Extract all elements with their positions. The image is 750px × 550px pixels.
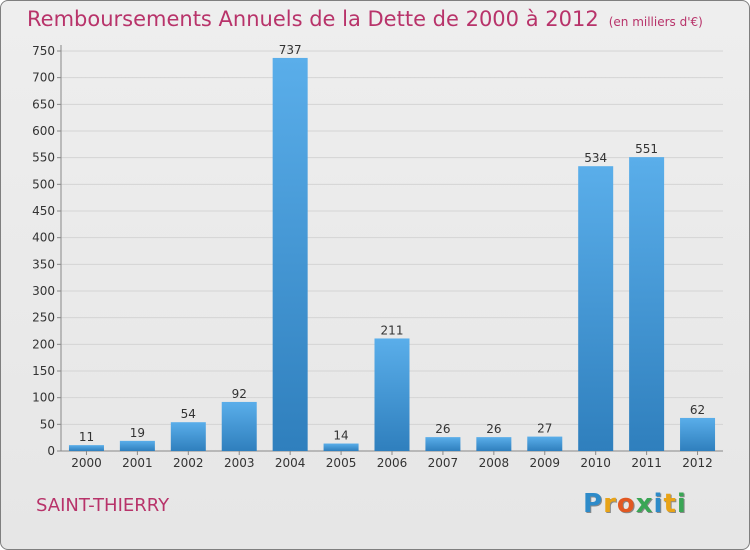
- labels: 2000 11 2001 19 2002 54 2003 92 2004 737 2005 14 200…: [71, 43, 713, 470]
- y-tick-label: 200: [32, 337, 55, 351]
- bar: [476, 437, 512, 451]
- x-tick-label: 2005: [326, 456, 357, 470]
- bar: [374, 338, 410, 451]
- bar: [170, 422, 206, 451]
- logo-letter: i: [676, 489, 687, 519]
- x-tick-label: 2011: [631, 456, 662, 470]
- logo-letter: x: [635, 489, 654, 519]
- x-tick-label: 2001: [122, 456, 153, 470]
- bar: [629, 157, 665, 451]
- bar-value-label: 211: [381, 323, 404, 337]
- y-tick-label: 0: [47, 444, 55, 458]
- bar-value-label: 92: [232, 387, 247, 401]
- bar-value-label: 534: [584, 151, 607, 165]
- logo-letter: i: [653, 489, 664, 519]
- y-tick-label: 600: [32, 124, 55, 138]
- y-tick-label: 550: [32, 151, 55, 165]
- x-tick-label: 2007: [428, 456, 459, 470]
- x-tick-label: 2003: [224, 456, 255, 470]
- bar-value-label: 26: [435, 422, 450, 436]
- title-unit: (en milliers d'€): [608, 15, 703, 29]
- chart-title: Remboursements Annuels de la Dette de 20…: [27, 7, 703, 31]
- y-tick-label: 350: [32, 257, 55, 271]
- bar: [272, 57, 308, 451]
- bar-value-label: 26: [486, 422, 501, 436]
- bars: [68, 57, 716, 451]
- bar: [119, 440, 155, 451]
- y-tick-label: 250: [32, 311, 55, 325]
- x-tick-label: 2002: [173, 456, 204, 470]
- proxiti-logo: Proxiti: [583, 489, 687, 519]
- title-text: Remboursements Annuels de la Dette de 20…: [27, 7, 599, 31]
- x-tick-label: 2012: [682, 456, 713, 470]
- x-tick-label: 2006: [377, 456, 408, 470]
- y-tick-label: 50: [40, 417, 55, 431]
- x-tick-label: 2004: [275, 456, 306, 470]
- y-tick-label: 400: [32, 231, 55, 245]
- x-tick-label: 2008: [479, 456, 510, 470]
- y-tick-label: 650: [32, 97, 55, 111]
- bar-value-label: 551: [635, 142, 658, 156]
- bar: [68, 445, 104, 451]
- bar: [680, 417, 716, 451]
- y-tick-label: 750: [32, 44, 55, 58]
- bar: [578, 166, 614, 451]
- x-tick-label: 2009: [529, 456, 560, 470]
- logo-letter: P: [583, 489, 604, 519]
- commune-name: SAINT-THIERRY: [36, 495, 170, 516]
- bar: [527, 436, 563, 451]
- x-tick-label: 2000: [71, 456, 102, 470]
- y-tick-label: 100: [32, 391, 55, 405]
- y-tick-label: 700: [32, 71, 55, 85]
- x-tick-label: 2010: [580, 456, 611, 470]
- bar-value-label: 62: [690, 403, 705, 417]
- bar-value-label: 14: [333, 429, 348, 443]
- logo-letter: o: [616, 489, 636, 519]
- bar-value-label: 737: [279, 43, 302, 57]
- y-tick-label: 150: [32, 364, 55, 378]
- y-tick-label: 450: [32, 204, 55, 218]
- y-tick-label: 500: [32, 177, 55, 191]
- y-tick-label: 300: [32, 284, 55, 298]
- bar: [425, 437, 461, 451]
- logo-letter: t: [663, 489, 677, 519]
- bar-value-label: 19: [130, 426, 145, 440]
- logo-letter: r: [603, 489, 617, 519]
- bar-value-label: 27: [537, 422, 552, 436]
- bar: [323, 443, 359, 451]
- bar: [221, 401, 257, 451]
- bar-value-label: 54: [181, 407, 196, 421]
- bar-value-label: 11: [79, 430, 94, 444]
